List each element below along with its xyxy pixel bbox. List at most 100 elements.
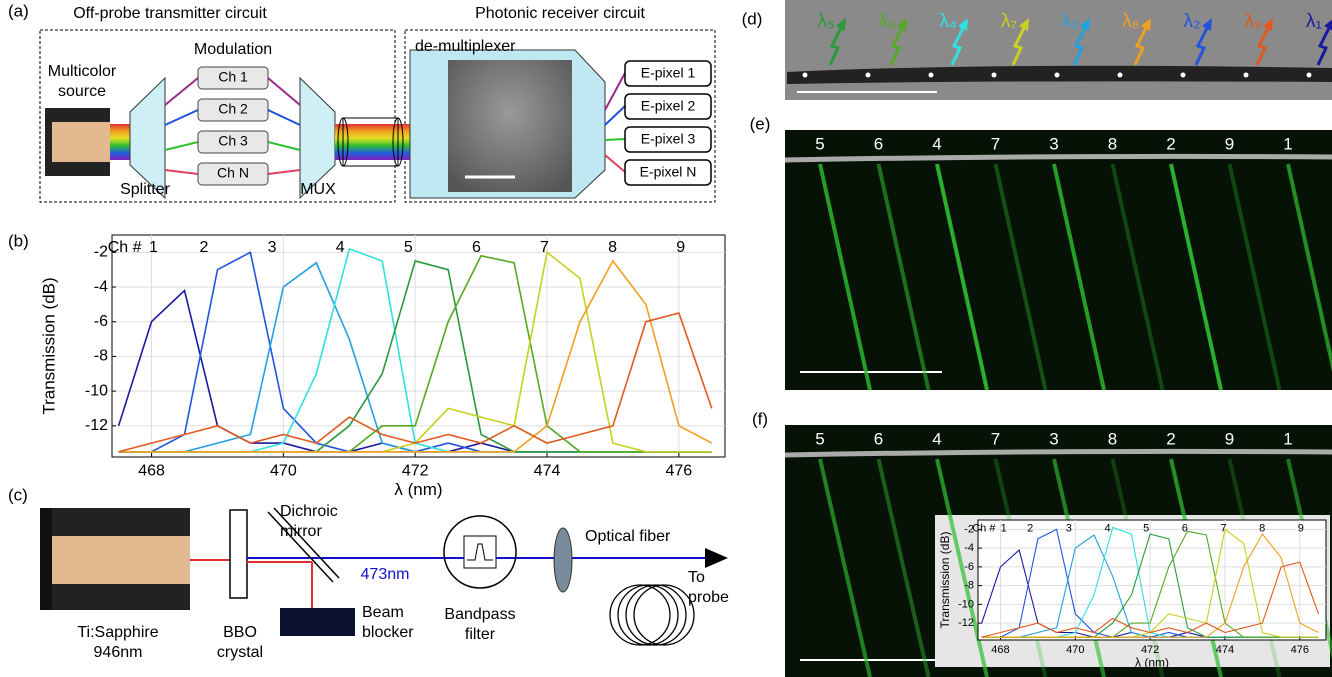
section-title: Off-probe transmitter circuit: [73, 5, 267, 22]
filter-icon: [467, 543, 493, 561]
arrow-icon: [1316, 25, 1332, 66]
channel-label: 5: [815, 429, 824, 448]
channel-label: 9: [1298, 523, 1304, 535]
emitter: [1054, 72, 1060, 78]
emitter: [865, 72, 871, 78]
channel-label: 8: [1259, 523, 1265, 535]
emitter: [802, 72, 808, 78]
x-tick-label: 468: [991, 644, 1009, 656]
wavelength-label: λ₉: [1244, 11, 1261, 32]
label: MUX: [300, 181, 336, 198]
y-tick-label: -4: [964, 542, 974, 554]
label: crystal: [217, 644, 263, 661]
micrograph-e: [785, 130, 1332, 390]
label: To: [688, 569, 705, 586]
channel-label: 4: [336, 239, 345, 256]
channel-label: 4: [932, 134, 941, 153]
channel-label: 3: [1049, 134, 1058, 153]
arrow-icon: [1011, 25, 1027, 66]
lens: [553, 527, 573, 593]
label: Optical fiber: [585, 528, 671, 545]
arrow-head: [1263, 18, 1273, 31]
y-tick-label: -8: [94, 348, 108, 365]
channel-label: 2: [1166, 134, 1175, 153]
channel-label: 5: [815, 134, 824, 153]
probe-edge: [784, 448, 1332, 458]
splitter: [129, 76, 166, 200]
y-tick-label: -6: [964, 561, 974, 573]
channel-label: 2: [199, 239, 208, 256]
sem-image: [448, 60, 572, 192]
arrow-head: [1080, 18, 1090, 31]
channel-label: 7: [991, 134, 1000, 153]
filter-circle: [443, 515, 517, 589]
label: blocker: [362, 624, 414, 641]
channel-label: 9: [1225, 429, 1234, 448]
channel-label: Ch 2: [218, 101, 248, 117]
section-title: Photonic receiver circuit: [475, 5, 645, 22]
channel-box: [197, 66, 269, 90]
arrow-head: [1141, 18, 1151, 31]
arrow-head: [836, 18, 846, 31]
channel-prefix: Ch #: [972, 523, 996, 535]
channel-label: 2: [1027, 523, 1033, 535]
channel-box: [197, 130, 269, 154]
channel-label: 6: [1182, 523, 1188, 535]
channel-label: 6: [874, 134, 883, 153]
plot-area: [111, 234, 726, 458]
fluorescence-stripe: [1227, 163, 1282, 391]
fiber-coil: [609, 584, 695, 646]
pixel-box: [624, 126, 712, 153]
emitter: [1243, 72, 1249, 78]
channel-label: 4: [932, 429, 941, 448]
fluorescence-stripe: [1052, 163, 1106, 391]
emitter: [991, 72, 997, 78]
pixel-box: [624, 159, 712, 186]
fluorescence-stripe: [876, 458, 931, 677]
x-tick-label: 474: [1216, 644, 1234, 656]
panel-label: (c): [8, 485, 28, 504]
arrow-icon: [1194, 25, 1210, 66]
channel-label: 2: [1166, 429, 1175, 448]
fluorescence-stripe: [818, 163, 872, 391]
channel-label: 1: [1283, 134, 1292, 153]
fiber-end: [392, 117, 404, 167]
fluorescence-stripe: [993, 163, 1048, 391]
emitter: [1306, 72, 1312, 78]
arrow-head: [958, 18, 968, 31]
x-tick-label: 470: [1066, 644, 1084, 656]
fiber-end: [337, 117, 349, 167]
x-tick-label: 470: [270, 463, 297, 480]
y-tick-label: -12: [958, 617, 974, 629]
y-tick-label: -6: [94, 313, 108, 330]
bbo-crystal: [229, 509, 248, 599]
channel-prefix: Ch #: [108, 239, 142, 256]
emitter: [1117, 72, 1123, 78]
y-axis-label: Transmission (dB): [39, 277, 58, 414]
channel-label: 7: [540, 239, 549, 256]
x-tick-label: 476: [666, 463, 693, 480]
emitter: [1180, 72, 1186, 78]
wavelength-label: λ₁: [1306, 11, 1322, 32]
y-tick-label: -12: [85, 417, 108, 434]
arrow-icon: [889, 25, 905, 66]
arrow-head: [1324, 19, 1332, 31]
fluorescence-stripe: [1169, 163, 1223, 391]
label: Splitter: [120, 181, 170, 198]
channel-label: 1: [149, 239, 158, 256]
y-tick-label: -8: [964, 580, 974, 592]
label: 946nm: [94, 644, 143, 661]
label: Multicolor: [48, 63, 117, 80]
laser-core: [52, 536, 190, 584]
arrow-head: [1019, 18, 1029, 31]
arrow-icon: [1133, 25, 1149, 66]
arrow-icon: [1072, 25, 1088, 66]
channel-label: 4: [1104, 523, 1110, 535]
channel-label: 5: [404, 239, 413, 256]
receiver-box: [404, 29, 716, 203]
series-line: [981, 533, 1319, 638]
fiber-connector: [342, 117, 399, 167]
panel-label: (e): [750, 114, 771, 133]
label: probe: [688, 589, 729, 606]
channel-label: 1: [1283, 429, 1292, 448]
